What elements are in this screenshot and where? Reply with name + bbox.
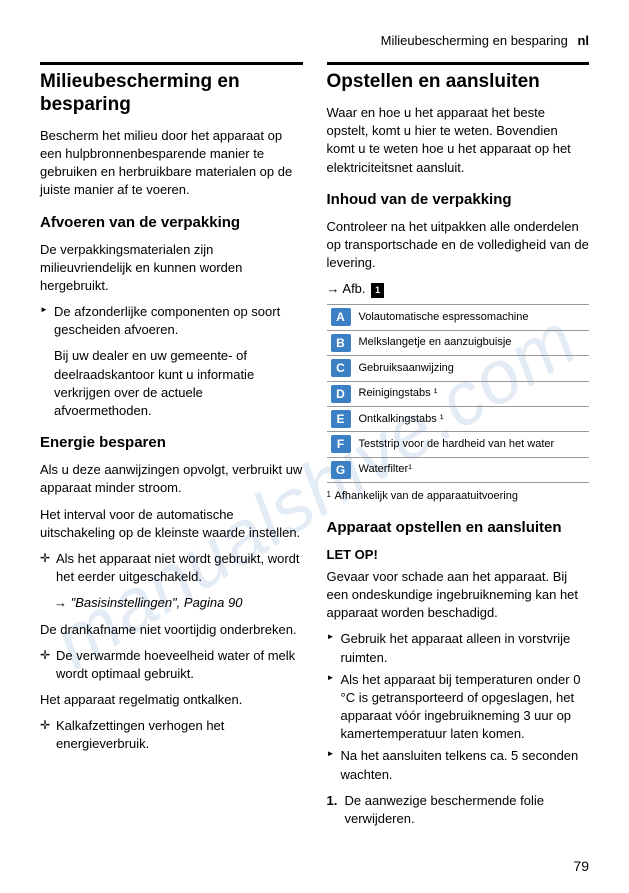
sub-dealer: Bij uw dealer en uw gemeente- of deelraa… xyxy=(40,347,303,420)
heading-afvoeren: Afvoeren van de verpakking xyxy=(40,212,303,233)
bullet-temp: Als het apparaat bij temperaturen onder … xyxy=(327,671,590,744)
ref-basisinstellingen: → "Basisinstellingen", Pagina 90 xyxy=(40,594,303,612)
table-row: EOntkalkingstabs ¹ xyxy=(327,407,590,432)
p-afvoeren: De verpakkingsmaterialen zijn milieuvrie… xyxy=(40,241,303,296)
p-energie-intro: Als u deze aanwijzingen opvolgt, verbrui… xyxy=(40,461,303,497)
plus-uitschakeling: Als het apparaat niet wordt gebruikt, wo… xyxy=(40,550,303,586)
afb-ref: → Afb. 1 xyxy=(327,280,590,298)
table-cell: Volautomatische espressomachine xyxy=(355,305,590,330)
heading-energie: Energie besparen xyxy=(40,432,303,453)
header-lang: nl xyxy=(577,33,589,48)
letter-e: E xyxy=(331,410,351,428)
table-row: CGebruiksaanwijzing xyxy=(327,356,590,381)
plus-kalk: Kalkafzettingen verhogen het energieverb… xyxy=(40,717,303,753)
intro-opstellen: Waar en hoe u het apparaat het beste ops… xyxy=(327,104,590,177)
p-energie-interval: Het interval voor de automatische uitsch… xyxy=(40,506,303,542)
intro-milieu: Bescherm het milieu door het apparaat op… xyxy=(40,127,303,200)
heading-apparaat-opstellen: Apparaat opstellen en aansluiten xyxy=(327,517,590,538)
right-column: Opstellen en aansluiten Waar en hoe u he… xyxy=(327,62,590,834)
letter-d: D xyxy=(331,385,351,403)
table-row: AVolautomatische espressomachine xyxy=(327,305,590,330)
package-table: AVolautomatische espressomachine BMelksl… xyxy=(327,304,590,483)
footnote: 1Afhankelijk van de apparaatuitvoering xyxy=(327,489,590,504)
letter-f: F xyxy=(331,435,351,453)
letter-g: G xyxy=(331,461,351,479)
page-header: Milieubescherming en besparing nl xyxy=(40,32,589,50)
p-controleer: Controleer na het uitpakken alle onderde… xyxy=(327,218,590,273)
bullet-wachten: Na het aansluiten telkens ca. 5 seconden… xyxy=(327,747,590,783)
p-drank: De drankafname niet voortijdig onderbrek… xyxy=(40,621,303,639)
page-number: 79 xyxy=(573,857,589,877)
p-gevaar: Gevaar voor schade aan het apparaat. Bij… xyxy=(327,568,590,623)
letop: LET OP! xyxy=(327,546,590,564)
table-cell: Waterfilter¹ xyxy=(355,457,590,482)
table-cell: Melkslangetje en aanzuigbuisje xyxy=(355,330,590,355)
heading-milieu: Milieubescherming en besparing xyxy=(40,62,303,117)
plus-verwarmd: De verwarmde hoeveelheid water of melk w… xyxy=(40,647,303,683)
fig-icon: 1 xyxy=(371,283,384,298)
step-1: 1.De aanwezige beschermende folie verwij… xyxy=(327,792,590,828)
header-title: Milieubescherming en besparing xyxy=(381,33,568,48)
table-cell: Ontkalkingstabs ¹ xyxy=(355,407,590,432)
table-cell: Teststrip voor de hardheid van het water xyxy=(355,432,590,457)
heading-opstellen: Opstellen en aansluiten xyxy=(327,62,590,94)
footnote-text: Afhankelijk van de apparaatuitvoering xyxy=(335,490,518,502)
table-row: GWaterfilter¹ xyxy=(327,457,590,482)
table-row: BMelkslangetje en aanzuigbuisje xyxy=(327,330,590,355)
heading-inhoud: Inhoud van de verpakking xyxy=(327,189,590,210)
bullet-vorst: Gebruik het apparaat alleen in vorstvrij… xyxy=(327,630,590,666)
afb-label: → Afb. xyxy=(327,281,366,296)
left-column: Milieubescherming en besparing Bescherm … xyxy=(40,62,303,834)
step-1-text: De aanwezige beschermende folie verwijde… xyxy=(345,793,544,826)
table-cell: Gebruiksaanwijzing xyxy=(355,356,590,381)
p-ontkalk: Het apparaat regelmatig ontkalken. xyxy=(40,691,303,709)
table-row: DReinigingstabs ¹ xyxy=(327,381,590,406)
letter-c: C xyxy=(331,359,351,377)
table-row: FTeststrip voor de hardheid van het wate… xyxy=(327,432,590,457)
table-cell: Reinigingstabs ¹ xyxy=(355,381,590,406)
letter-b: B xyxy=(331,334,351,352)
letter-a: A xyxy=(331,308,351,326)
bullet-afvoeren: De afzonderlijke componenten op soort ge… xyxy=(40,303,303,339)
